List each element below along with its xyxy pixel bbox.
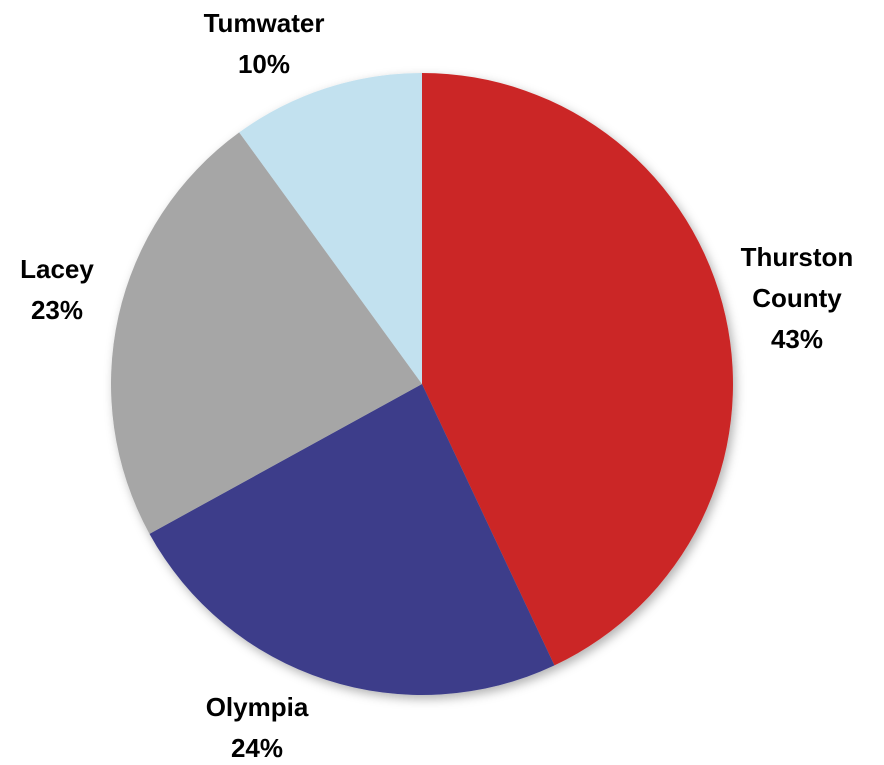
data-label-name: Lacey [20, 254, 94, 284]
data-label-name: Thurston [741, 242, 854, 272]
pie-slice-lacey [111, 132, 422, 534]
pie-slice-olympia [149, 384, 555, 696]
pie-slice-tumwater [239, 73, 422, 384]
pie-slice-thurston-county [422, 73, 734, 666]
pie-slices [111, 73, 734, 696]
data-label-tumwater: Tumwater 10% [204, 8, 325, 79]
data-label-name: Tumwater [204, 8, 325, 38]
data-label-name: Olympia [206, 692, 309, 722]
data-label-olympia: Olympia 24% [206, 692, 309, 763]
data-label-lacey: Lacey 23% [20, 254, 94, 325]
pie-labels: Thurston County 43% Olympia 24% Lacey 23% Tumwa… [20, 8, 853, 763]
data-label-name: County [752, 283, 842, 313]
data-label-percent: 10% [238, 49, 290, 79]
data-label-percent: 23% [31, 295, 83, 325]
data-label-percent: 43% [771, 324, 823, 354]
data-label-thurston-county: Thurston County 43% [741, 242, 854, 354]
data-label-percent: 24% [231, 733, 283, 763]
